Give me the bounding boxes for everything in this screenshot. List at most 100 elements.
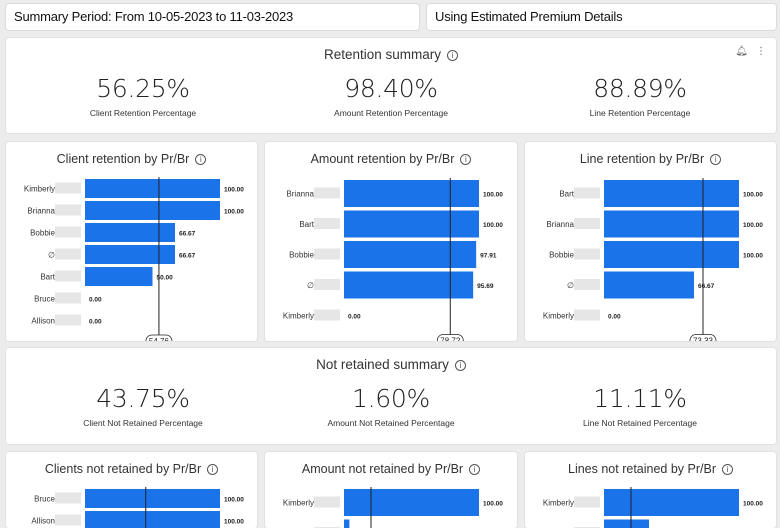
bar (604, 489, 739, 516)
category-label: Kimberly (543, 312, 574, 321)
bar (85, 201, 220, 220)
info-icon[interactable]: i (469, 464, 481, 475)
info-icon[interactable]: i (454, 360, 466, 371)
value-label: 97.91 (480, 253, 497, 260)
redacted-label-block (574, 187, 600, 199)
value-label: 95.69 (477, 283, 494, 290)
metric-label: Client Retention Percentage (89, 108, 197, 118)
redacted-label-block (314, 248, 340, 260)
value-label: 0.00 (608, 314, 621, 321)
chart-title: Lines not retained by Pr/Br i (525, 462, 776, 476)
value-label: 100.00 (743, 501, 763, 508)
redacted-label-block (574, 496, 600, 508)
redacted-label-block (314, 279, 340, 290)
bar (604, 210, 739, 238)
value-label: 0.00 (89, 297, 102, 304)
value-label: 100.00 (224, 209, 244, 216)
redacted-label-block (314, 187, 340, 199)
bar (344, 210, 479, 238)
bell-icon[interactable]: 🔔︎ (735, 46, 748, 57)
metric-value: 11.11% (593, 384, 687, 413)
lines-not-retained-chart-card: Lines not retained by Pr/Br i Kimberly 100… (525, 452, 776, 528)
value-label: 100.00 (483, 192, 503, 199)
metric-label: Line Retention Percentage (589, 108, 691, 118)
value-label: 100.00 (483, 501, 503, 508)
redacted-label-block (574, 309, 600, 321)
amount-retention-chart-card: Amount retention by Pr/Br i Brianna 100.00… (265, 142, 517, 341)
bar (604, 519, 649, 528)
value-label: 100.00 (224, 497, 244, 504)
client-not-retained-metric: 43.75% Client Not Retained Percentage (23, 384, 263, 428)
chart-svg: Bruce 100.00 Allison 100.00 (31, 487, 244, 528)
clients-not-retained-chart-card: Clients not retained by Pr/Br i Bruce 100.… (6, 452, 257, 528)
category-label: ∅ (567, 281, 574, 290)
value-label: 100.00 (483, 222, 503, 229)
not-retained-summary-card: Not retained summary i 43.75% Client Not … (6, 348, 776, 444)
category-label: Allison (31, 317, 55, 326)
category-label: Bart (559, 190, 574, 199)
value-label: 66.67 (179, 231, 196, 238)
client-retention-chart-card: Client retention by Pr/Br i Kimberly 100.0… (6, 142, 257, 341)
bar (344, 180, 479, 207)
category-label: Allison (31, 517, 55, 526)
category-label: ∅ (48, 251, 55, 260)
redacted-label-block (574, 218, 600, 229)
category-label: ∅ (307, 281, 314, 290)
bar (604, 180, 739, 207)
more-vert-icon[interactable]: ⋮ (756, 46, 766, 57)
category-label: Bruce (34, 295, 55, 304)
category-label: Kimberly (24, 185, 55, 194)
value-label: 100.00 (224, 187, 244, 194)
bar (604, 271, 695, 299)
category-label: Brianna (27, 207, 55, 216)
metric-value: 1.60% (352, 384, 430, 413)
metric-value: 43.75% (96, 384, 190, 413)
value-label: 66.67 (698, 283, 715, 290)
bar (344, 489, 479, 516)
category-label: Brianna (546, 220, 574, 229)
chart-title: Line retention by Pr/Br i (525, 152, 776, 166)
summary-period-box: Summary Period: From 10-05-2023 to 11-03… (6, 4, 419, 30)
metric-label: Amount Not Retained Percentage (327, 418, 455, 428)
category-label: Kimberly (283, 312, 314, 321)
client-retention-metric: 56.25% Client Retention Percentage (23, 74, 263, 118)
reference-badge (689, 334, 717, 341)
reference-value: 78.72 (440, 337, 461, 342)
redacted-label-block (55, 292, 81, 304)
line-retention-metric: 88.89% Line Retention Percentage (520, 74, 760, 118)
info-icon[interactable]: i (722, 464, 733, 475)
value-label: 50.00 (157, 275, 174, 282)
value-label: 100.00 (743, 222, 763, 229)
redacted-label-block (314, 218, 340, 229)
info-icon[interactable]: i (710, 154, 722, 165)
info-icon[interactable]: i (195, 154, 207, 165)
value-label: 66.67 (179, 253, 196, 260)
reference-value: 73.33 (693, 337, 714, 342)
metric-value: 98.40% (344, 74, 438, 103)
bar (344, 241, 477, 268)
info-icon[interactable]: i (207, 464, 219, 475)
chart-svg: Kimberly 100.00 (543, 487, 763, 528)
redacted-label-block (574, 279, 600, 290)
redacted-label-block (55, 514, 81, 526)
category-label: Bart (40, 273, 55, 282)
redacted-label-block (55, 248, 81, 260)
redacted-label-block (55, 204, 81, 216)
chart-svg: Kimberly 100.00 (283, 487, 503, 528)
bar (344, 519, 350, 528)
info-icon[interactable]: i (460, 154, 472, 165)
category-label: Bobbie (289, 251, 314, 260)
not-retained-summary-title: Not retained summary i (6, 357, 776, 372)
bar (85, 245, 176, 264)
bar (604, 241, 739, 268)
value-label: 100.00 (743, 192, 763, 199)
amount-not-retained-chart-card: Amount not retained by Pr/Br i Kimberly 10… (265, 452, 517, 528)
category-label: Bart (299, 220, 314, 229)
value-label: 0.00 (89, 319, 102, 326)
info-icon[interactable]: i (447, 50, 459, 61)
chart-title: Client retention by Pr/Br i (6, 152, 257, 166)
bar (85, 267, 153, 286)
retention-summary-card: Retention summary i 🔔︎ ⋮ 56.25% Client Ret… (6, 38, 776, 133)
metric-label: Amount Retention Percentage (334, 108, 448, 118)
category-label: Bobbie (30, 229, 55, 238)
